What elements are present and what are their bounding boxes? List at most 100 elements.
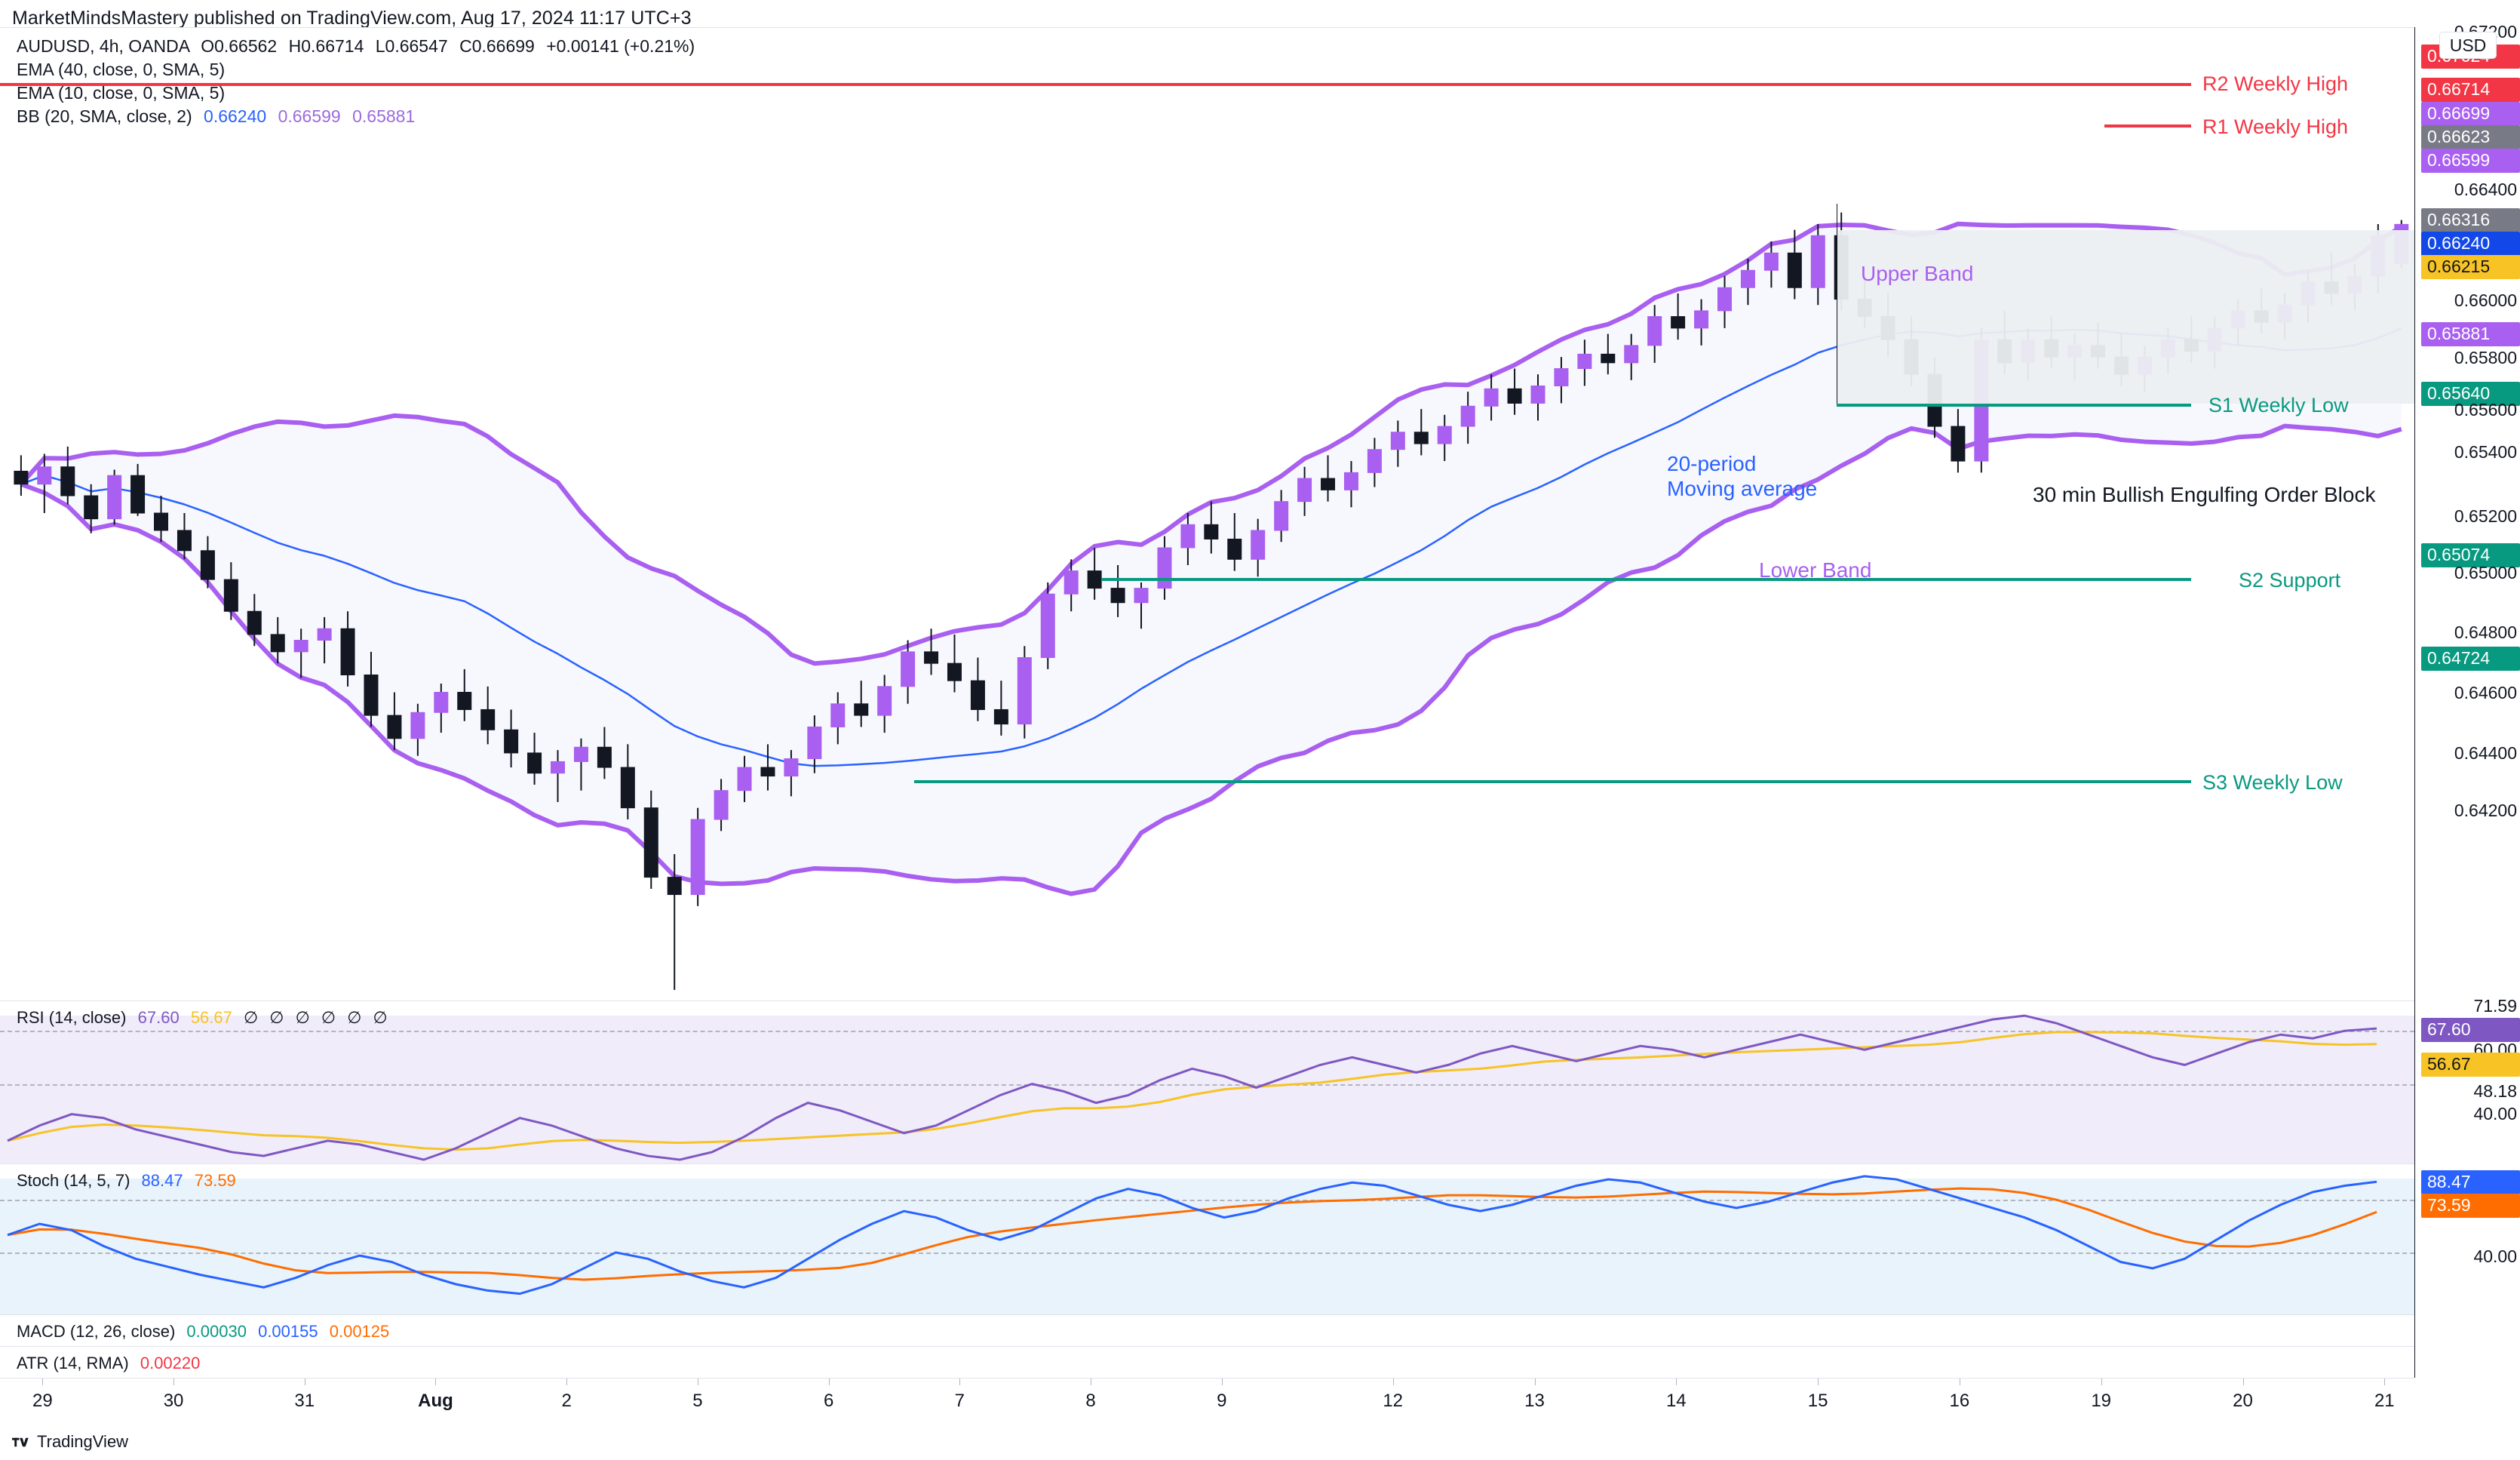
- legend-macd-title: MACD (12, 26, close): [17, 1322, 176, 1341]
- candle-body: [1554, 367, 1569, 386]
- legend-ema40-row[interactable]: EMA (40, close, 0, SMA, 5): [17, 58, 695, 81]
- price-axis-label: 0.65000: [2454, 563, 2517, 582]
- time-axis-tick: [566, 1379, 568, 1385]
- candle-body: [317, 628, 332, 641]
- level-line-s2: [1101, 578, 2191, 581]
- candle-body: [993, 708, 1008, 725]
- tradingview-mark-icon: [12, 1436, 32, 1449]
- legend-atr-v1: 0.00220: [140, 1354, 201, 1372]
- legend-macd-v2: 0.00155: [258, 1322, 318, 1341]
- label-s1-weekly-low: S1 Weekly Low: [2208, 394, 2349, 416]
- candle-body: [200, 550, 215, 580]
- candle-body: [1951, 426, 1966, 462]
- candle-body: [1577, 353, 1592, 369]
- legend-rsi-row[interactable]: RSI (14, close) 67.60 56.67 ∅ ∅ ∅ ∅ ∅ ∅: [17, 1008, 388, 1028]
- level-line-s3: [914, 780, 2191, 783]
- candle-body: [434, 691, 449, 713]
- candle-body: [223, 579, 238, 612]
- annotation-ma-line2: Moving average: [1667, 477, 1818, 500]
- legend-stoch-title: Stoch (14, 5, 7): [17, 1171, 130, 1190]
- legend-high: H0.66714: [288, 36, 364, 56]
- rsi-chart-svg: [7, 1014, 2377, 1161]
- legend-bb-row[interactable]: BB (20, SMA, close, 2) 0.66240 0.66599 0…: [17, 105, 695, 128]
- stoch-chart-svg: [7, 1175, 2377, 1296]
- legend-macd-v1: 0.00030: [186, 1322, 247, 1341]
- time-axis-tick: [1818, 1379, 1819, 1385]
- candle-body: [690, 819, 705, 896]
- candle-body: [924, 651, 939, 664]
- label-s3-weekly-low: S3 Weekly Low: [2202, 771, 2343, 794]
- candle-body: [247, 610, 262, 635]
- candle-body: [14, 470, 29, 485]
- candle-body: [1134, 588, 1149, 604]
- level-line-s1: [1837, 404, 2191, 407]
- label-r2-weekly-high: R2 Weekly High: [2202, 72, 2349, 95]
- legend-macd-v3: 0.00125: [329, 1322, 390, 1341]
- candle-body: [854, 703, 869, 716]
- legend-rsi-v1: 67.60: [137, 1008, 180, 1027]
- legend-rsi-v3: ∅: [244, 1008, 259, 1027]
- currency-badge[interactable]: USD: [2439, 32, 2497, 59]
- chart-legend[interactable]: AUDUSD, 4h, OANDA O0.66562 H0.66714 L0.6…: [17, 35, 695, 128]
- legend-atr-title: ATR (14, RMA): [17, 1354, 129, 1372]
- time-axis-label: 7: [954, 1391, 965, 1411]
- price-axis-label: 0.65800: [2454, 348, 2517, 367]
- candle-body: [1787, 252, 1802, 288]
- candle-body: [1087, 570, 1102, 589]
- candle-body: [1717, 287, 1733, 312]
- annotation-ma-line1: 20-period: [1667, 452, 1757, 475]
- legend-stoch-d: 73.59: [194, 1171, 236, 1190]
- candle-body: [1274, 501, 1289, 531]
- candle-body: [643, 807, 658, 878]
- level-line-r1: [2104, 124, 2191, 128]
- candle-body: [1040, 593, 1055, 659]
- time-axis[interactable]: 29 30 31 Aug 2 5 6 7 8 9 12 13 14 15 16 19 20 21: [0, 1378, 2414, 1428]
- price-axis-label: 0.66623: [2421, 125, 2520, 149]
- stochastic-pane[interactable]: [0, 1163, 2414, 1315]
- candle-body: [480, 708, 496, 730]
- legend-macd-row[interactable]: MACD (12, 26, close) 0.00030 0.00155 0.0…: [17, 1322, 389, 1342]
- stoch-upper-dashed: [0, 1200, 2414, 1201]
- legend-low: L0.66547: [375, 36, 448, 56]
- macd-pane[interactable]: [0, 1314, 2414, 1347]
- candle-body: [1204, 524, 1219, 539]
- time-axis-label: 20: [2233, 1391, 2253, 1411]
- bollinger-lower-band-line: [20, 423, 2402, 896]
- rsi-pane[interactable]: [0, 1000, 2414, 1164]
- legend-atr-row[interactable]: ATR (14, RMA) 0.00220: [17, 1354, 200, 1373]
- candle-body: [1437, 426, 1452, 444]
- legend-ema10-row[interactable]: EMA (10, close, 0, SMA, 5): [17, 81, 695, 105]
- stochastic-k-line: [7, 1175, 2377, 1296]
- candle-body: [1180, 524, 1196, 549]
- candle-body: [1507, 388, 1522, 404]
- time-axis-tick: [42, 1379, 44, 1385]
- time-axis-tick: [2384, 1379, 2386, 1385]
- legend-stoch-k: 88.47: [141, 1171, 183, 1190]
- price-axis-label: 0.64200: [2454, 801, 2517, 820]
- time-axis-tick: [1221, 1379, 1223, 1385]
- price-pane[interactable]: [0, 27, 2414, 1000]
- legend-bb-lower: 0.65881: [352, 106, 416, 126]
- rsi-signal-line: [7, 1031, 2377, 1151]
- indicator-axis-label: 40.00: [2473, 1104, 2517, 1123]
- candle-body: [84, 495, 99, 520]
- candle-body: [37, 466, 52, 485]
- annotation-moving-average: 20-period Moving average: [1667, 451, 1817, 501]
- price-axis-label: 0.65074: [2421, 543, 2520, 567]
- price-axis-label: 0.64724: [2421, 647, 2520, 671]
- legend-stoch-row[interactable]: Stoch (14, 5, 7) 88.47 73.59: [17, 1171, 236, 1191]
- time-axis-label: 8: [1085, 1391, 1096, 1411]
- atr-pane[interactable]: [0, 1346, 2414, 1379]
- time-axis-tick: [959, 1379, 961, 1385]
- price-axis-label: 0.64800: [2454, 622, 2517, 642]
- candle-body: [784, 758, 799, 777]
- legend-symbol-row[interactable]: AUDUSD, 4h, OANDA O0.66562 H0.66714 L0.6…: [17, 35, 695, 58]
- candle-body: [1460, 405, 1475, 427]
- time-axis-tick: [1392, 1379, 1394, 1385]
- label-r1-weekly-high: R1 Weekly High: [2202, 115, 2349, 138]
- candle-body: [1647, 316, 1662, 346]
- time-axis-label: 31: [294, 1391, 315, 1411]
- indicator-axis-label: 56.67: [2421, 1053, 2520, 1077]
- price-axis-label: 0.65881: [2421, 322, 2520, 346]
- price-axis[interactable]: 0.672000.670240.667140.666990.666230.665…: [2414, 22, 2520, 1378]
